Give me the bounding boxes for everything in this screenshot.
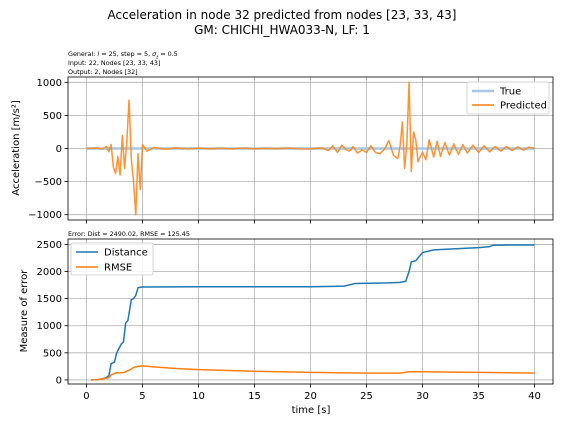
bottom-x-ticks: 0 5 10 15 20 25 30 35 40 bbox=[83, 384, 541, 402]
top-y-tick-label: 1000 bbox=[37, 78, 62, 89]
series-distance-line bbox=[90, 244, 535, 381]
legend-true-label: True bbox=[499, 87, 521, 98]
bottom-grid bbox=[68, 239, 553, 384]
bottom-x-tick-label: 40 bbox=[528, 391, 541, 402]
top-x-ticks bbox=[86, 220, 535, 224]
bottom-y-tick-label: 1000 bbox=[37, 321, 62, 332]
bottom-y-axis-label: Measure of error bbox=[19, 269, 30, 353]
bottom-y-tick-label: 500 bbox=[43, 348, 62, 359]
bottom-x-tick-label: 25 bbox=[360, 391, 373, 402]
top-legend: True Predicted bbox=[466, 81, 550, 115]
x-axis-label: time [s] bbox=[292, 405, 331, 416]
bottom-y-tick-label: 1500 bbox=[37, 294, 62, 305]
legend-distance-label: Distance bbox=[104, 248, 148, 259]
bottom-y-tick-label: 0 bbox=[56, 375, 62, 386]
figure-title-line1: Acceleration in node 32 predicted from n… bbox=[108, 8, 457, 22]
top-y-ticks: −1000 −500 0 500 1000 bbox=[28, 78, 68, 221]
bottom-x-tick-label: 30 bbox=[416, 391, 429, 402]
legend-rmse-label: RMSE bbox=[104, 263, 132, 274]
bottom-series bbox=[90, 244, 535, 381]
bottom-x-tick-label: 10 bbox=[192, 391, 205, 402]
bottom-y-tick-label: 2000 bbox=[37, 267, 62, 278]
legend-predicted-label: Predicted bbox=[500, 101, 547, 112]
bottom-x-tick-label: 5 bbox=[139, 391, 145, 402]
top-y-tick-label: 0 bbox=[56, 144, 62, 155]
top-series bbox=[86, 81, 535, 216]
bottom-y-tick-label: 2500 bbox=[37, 240, 62, 251]
bottom-x-tick-label: 15 bbox=[248, 391, 261, 402]
bottom-x-tick-label: 20 bbox=[304, 391, 317, 402]
top-y-axis-label: Acceleration [m/s²] bbox=[11, 100, 22, 196]
bottom-y-ticks: 0 500 1000 1500 2000 2500 bbox=[37, 240, 68, 386]
top-y-tick-label: −1000 bbox=[28, 210, 62, 221]
bottom-x-tick-label: 35 bbox=[472, 391, 485, 402]
bottom-note-error: Error: Dist = 2490.02, RMSE = 125.45 bbox=[68, 230, 190, 238]
figure-title-line2: GM: CHICHI_HWA033-N, LF: 1 bbox=[194, 23, 370, 37]
top-note-input: Input: 22, Nodes [23, 33, 43] bbox=[68, 59, 160, 67]
top-y-tick-label: 500 bbox=[43, 111, 62, 122]
top-y-tick-label: −500 bbox=[35, 177, 62, 188]
top-note-general: General: l = 25, step = 5, σt = 0.5 bbox=[68, 50, 178, 61]
series-rmse-line bbox=[90, 365, 535, 381]
bottom-legend: Distance RMSE bbox=[70, 242, 154, 276]
acceleration-plot: −1000 −500 0 500 1000 Acceleration [m/s²] Tr… bbox=[11, 76, 554, 224]
error-plot: 0 5 10 15 20 25 30 35 40 0 500 1000 1500 2000 2500 Me… bbox=[19, 238, 554, 416]
bottom-x-tick-label: 0 bbox=[83, 391, 89, 402]
top-note-output: Output: 2, Nodes [32] bbox=[68, 68, 138, 76]
series-predicted-line bbox=[86, 81, 535, 216]
